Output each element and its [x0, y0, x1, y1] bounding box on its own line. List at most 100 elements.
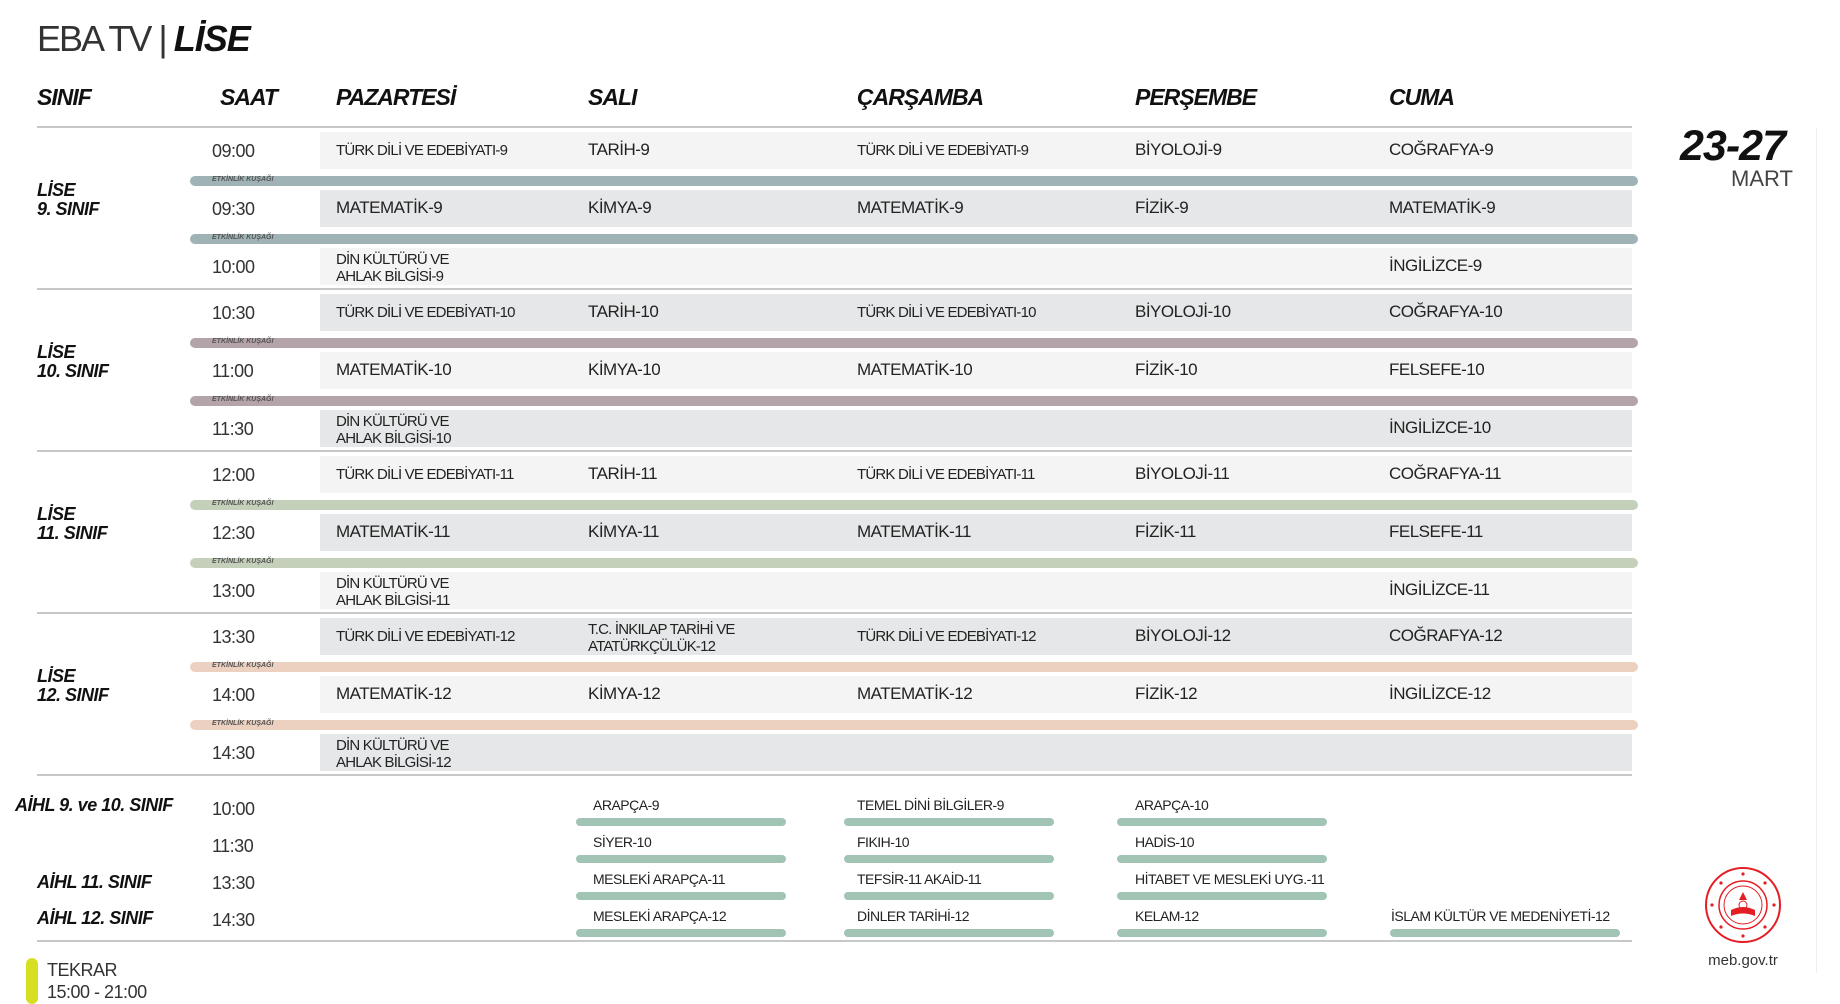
subject-cell[interactable]: FİZİK-12 [1135, 684, 1198, 703]
subject-cell[interactable]: TÜRK DİLİ VE EDEBİYATI-10 [857, 304, 1036, 321]
subject-cell[interactable]: BİYOLOJİ-10 [1135, 302, 1231, 321]
band-label: ETKİNLİK KUŞAĞI [212, 500, 274, 507]
subject-cell[interactable]: BİYOLOJİ-12 [1135, 626, 1231, 645]
table-row [320, 190, 1632, 227]
subject-cell[interactable]: COĞRAFYA-9 [1389, 140, 1494, 159]
subject-cell[interactable]: KİMYA-10 [588, 360, 661, 379]
subject-cell[interactable]: İNGİLİZCE-9 [1389, 256, 1482, 275]
subject-cell[interactable]: MATEMATİK-9 [336, 198, 443, 217]
subject-cell[interactable]: KİMYA-12 [588, 684, 661, 703]
subject-cell[interactable]: COĞRAFYA-12 [1389, 626, 1503, 645]
band-label: ETKİNLİK KUŞAĞI [212, 338, 274, 345]
aihl-subject[interactable]: KELAM-12 [1135, 908, 1199, 924]
date-month: MART [1731, 166, 1793, 191]
table-row [320, 352, 1632, 389]
subject-cell[interactable]: COĞRAFYA-11 [1389, 464, 1501, 483]
subject-cell[interactable]: TÜRK DİLİ VE EDEBİYATI-9 [857, 142, 1029, 159]
title-bold: LİSE [173, 18, 251, 59]
aihl-subject[interactable]: HİTABET VE MESLEKİ UYG.-11 [1135, 871, 1325, 887]
subject-cell[interactable]: MATEMATİK-12 [336, 684, 452, 703]
subject-cell[interactable]: TÜRK DİLİ VE EDEBİYATI-12 [857, 628, 1036, 645]
aihl-subject[interactable]: MESLEKİ ARAPÇA-12 [593, 908, 727, 924]
group-label-line1: LİSE [37, 504, 76, 524]
subject-cell[interactable]: İNGİLİZCE-10 [1389, 418, 1491, 437]
group-divider [37, 450, 1632, 452]
etkinlik-band: ETKİNLİK KUŞAĞI [190, 662, 1638, 672]
header-5: PERŞEMBE [1135, 84, 1257, 110]
subject-cell[interactable]: KİMYA-9 [588, 198, 652, 217]
subject-cell[interactable]: MATEMATİK-9 [1389, 198, 1496, 217]
subject-cell[interactable]: MATEMATİK-10 [336, 360, 452, 379]
aihl-label: AİHL 9. ve 10. SINIF [15, 795, 173, 815]
aihl-bar [1117, 892, 1327, 900]
subject-cell[interactable]: MATEMATİK-11 [857, 522, 971, 541]
table-row [320, 618, 1632, 655]
aihl-bar [576, 892, 786, 900]
aihl-subject[interactable]: MESLEKİ ARAPÇA-11 [593, 871, 726, 887]
group-divider [37, 774, 1632, 776]
subject-cell[interactable]: DİN KÜLTÜRÜ VE AHLAK BİLGİSİ-11 [336, 575, 450, 609]
subject-cell[interactable]: TÜRK DİLİ VE EDEBİYATI-11 [857, 466, 1035, 483]
aihl-subject[interactable]: SİYER-10 [593, 834, 652, 850]
aihl-label: AİHL 11. SINIF [37, 872, 152, 892]
subject-cell[interactable]: DİN KÜLTÜRÜ VE AHLAK BİLGİSİ-10 [336, 413, 452, 447]
group-label-line1: LİSE [37, 666, 76, 686]
table-row [320, 132, 1632, 169]
subject-cell[interactable]: KİMYA-11 [588, 522, 659, 541]
aihl-subject[interactable]: İSLAM KÜLTÜR VE MEDENİYETİ-12 [1391, 908, 1610, 924]
subject-cell[interactable]: COĞRAFYA-10 [1389, 302, 1503, 321]
aihl-subject[interactable]: HADİS-10 [1135, 834, 1195, 850]
group-label-line2: 12. SINIF [37, 685, 109, 705]
etkinlik-band: ETKİNLİK KUŞAĞI [190, 396, 1638, 406]
time-cell: 11:30 [212, 419, 254, 439]
subject-cell[interactable]: MATEMATİK-9 [857, 198, 964, 217]
subject-cell[interactable]: T.C. İNKILAP TARİHİ VE ATATÜRKÇÜLÜK-12 [588, 621, 735, 655]
subject-cell[interactable]: TÜRK DİLİ VE EDEBİYATI-11 [336, 466, 514, 483]
band-label: ETKİNLİK KUŞAĞI [212, 720, 274, 727]
right-divider [1816, 128, 1817, 973]
aihl-subject[interactable]: TEMEL DİNİ BİLGİLER-9 [857, 797, 1004, 813]
subject-cell[interactable]: İNGİLİZCE-11 [1389, 580, 1490, 599]
subject-cell[interactable]: İNGİLİZCE-12 [1389, 684, 1491, 703]
time-cell: 09:30 [212, 199, 255, 219]
time-cell: 10:00 [212, 257, 255, 277]
group-label-line2: 11. SINIF [37, 523, 108, 543]
header-2: PAZARTESİ [336, 84, 456, 110]
time-cell: 13:00 [212, 581, 255, 601]
etkinlik-band: ETKİNLİK KUŞAĞI [190, 234, 1638, 244]
aihl-subject[interactable]: ARAPÇA-9 [593, 797, 660, 813]
aihl-subject[interactable]: TEFSİR-11 AKAİD-11 [857, 871, 982, 887]
subject-cell[interactable]: DİN KÜLTÜRÜ VE AHLAK BİLGİSİ-9 [336, 251, 450, 285]
table-row [320, 456, 1632, 493]
footer-site[interactable]: meb.gov.tr [1708, 952, 1778, 969]
subject-cell[interactable]: TÜRK DİLİ VE EDEBİYATI-10 [336, 304, 515, 321]
tekrar-label: TEKRAR [47, 960, 118, 980]
subject-cell[interactable]: TARİH-11 [588, 464, 658, 483]
table-row [320, 734, 1632, 771]
subject-cell[interactable]: MATEMATİK-11 [336, 522, 450, 541]
subject-cell[interactable]: FİZİK-10 [1135, 360, 1198, 379]
aihl-bar [844, 855, 1054, 863]
subject-cell[interactable]: DİN KÜLTÜRÜ VE AHLAK BİLGİSİ-12 [336, 737, 452, 771]
aihl-subject[interactable]: DİNLER TARİHİ-12 [857, 908, 970, 924]
subject-cell[interactable]: FİZİK-9 [1135, 198, 1189, 217]
subject-cell[interactable]: BİYOLOJİ-11 [1135, 464, 1230, 483]
aihl-time: 10:00 [212, 799, 255, 819]
subject-cell[interactable]: FELSEFE-11 [1389, 522, 1483, 541]
subject-cell[interactable]: MATEMATİK-12 [857, 684, 973, 703]
etkinlik-band: ETKİNLİK KUŞAĞI [190, 720, 1638, 730]
aihl-bar [576, 818, 786, 826]
subject-cell[interactable]: TÜRK DİLİ VE EDEBİYATI-9 [336, 142, 508, 159]
subject-cell[interactable]: TARİH-9 [588, 140, 650, 159]
subject-cell[interactable]: FELSEFE-10 [1389, 360, 1485, 379]
bottom-divider [37, 940, 1632, 942]
aihl-time: 14:30 [212, 910, 255, 930]
subject-cell[interactable]: FİZİK-11 [1135, 522, 1196, 541]
subject-cell[interactable]: BİYOLOJİ-9 [1135, 140, 1222, 159]
aihl-subject[interactable]: FIKIH-10 [857, 834, 910, 850]
subject-cell[interactable]: TARİH-10 [588, 302, 659, 321]
header-3: SALI [588, 84, 637, 110]
subject-cell[interactable]: MATEMATİK-10 [857, 360, 973, 379]
aihl-subject[interactable]: ARAPÇA-10 [1135, 797, 1209, 813]
subject-cell[interactable]: TÜRK DİLİ VE EDEBİYATI-12 [336, 628, 515, 645]
